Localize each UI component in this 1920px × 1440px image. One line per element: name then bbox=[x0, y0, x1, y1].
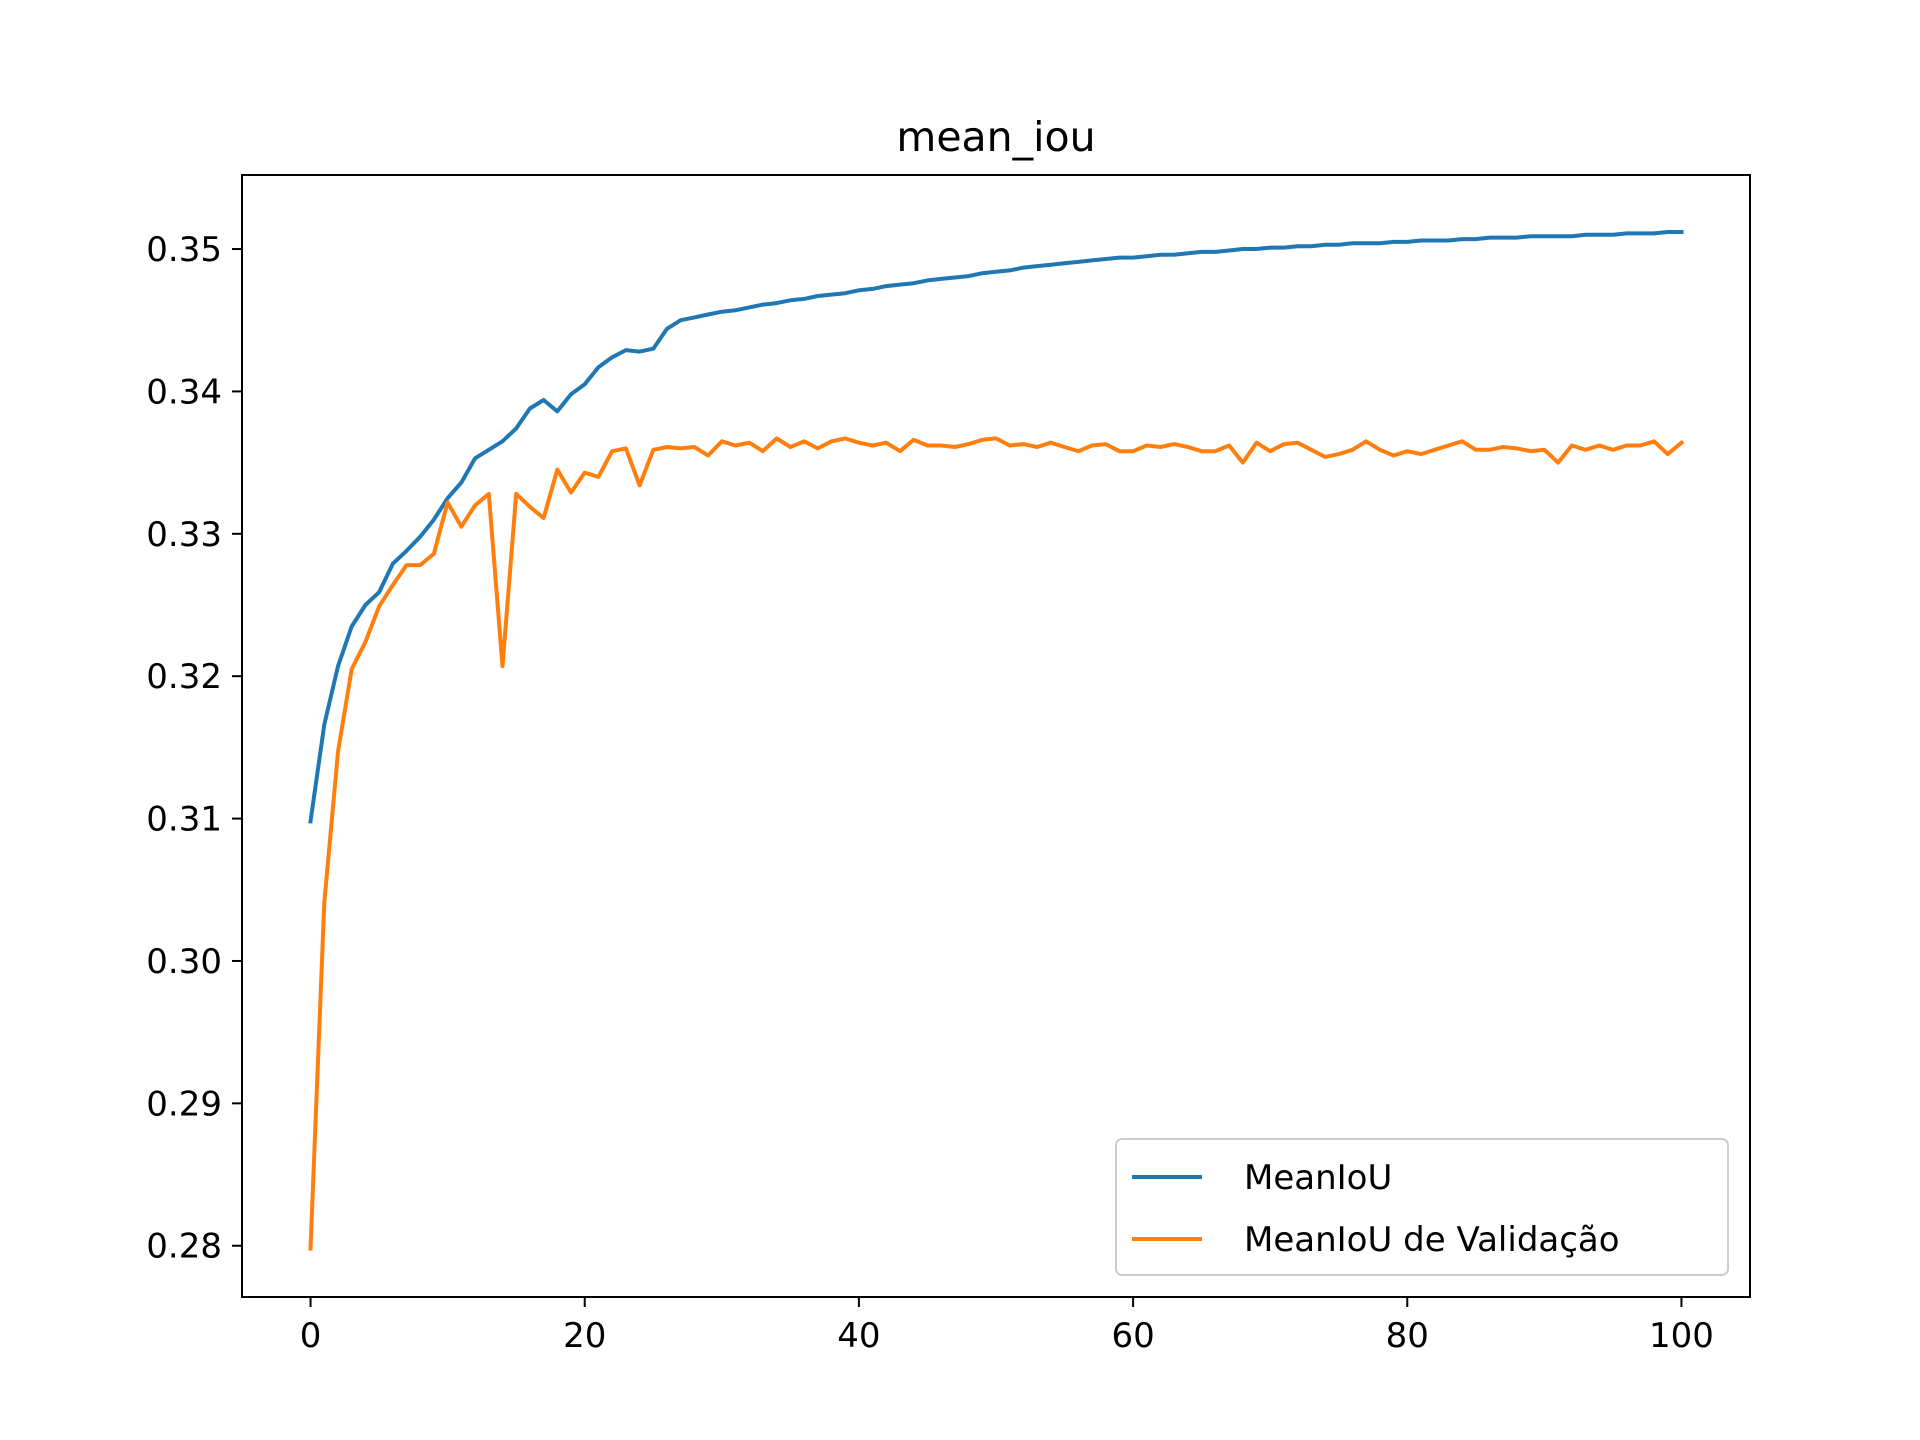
y-tick-label: 0.28 bbox=[146, 1227, 222, 1267]
y-tick-label: 0.33 bbox=[146, 515, 222, 555]
y-axis: 0.28 0.29 0.30 0.31 0.32 0.33 0.34 0.35 bbox=[146, 230, 242, 1267]
y-tick-label: 0.31 bbox=[146, 800, 222, 840]
series-line-0 bbox=[308, 230, 1684, 824]
x-axis: 0 20 40 60 80 100 bbox=[300, 1297, 1714, 1356]
y-tick-label: 0.32 bbox=[146, 657, 222, 697]
y-tick-label: 0.29 bbox=[146, 1084, 222, 1124]
x-tick-label: 60 bbox=[1111, 1316, 1154, 1356]
legend-label-0: MeanIoU bbox=[1244, 1158, 1392, 1198]
x-tick-label: 80 bbox=[1386, 1316, 1429, 1356]
x-tick-label: 0 bbox=[300, 1316, 322, 1356]
x-tick-label: 100 bbox=[1649, 1316, 1714, 1356]
plot-area bbox=[242, 175, 1750, 1297]
legend-box bbox=[1115, 1138, 1729, 1276]
series-layer bbox=[308, 230, 1685, 1251]
y-tick-label: 0.35 bbox=[146, 230, 222, 270]
legend-label-1: MeanIoU de Validação bbox=[1244, 1220, 1620, 1260]
legend: MeanIoU MeanIoU de Validação bbox=[1115, 1138, 1729, 1276]
series-line-1 bbox=[308, 436, 1685, 1251]
x-tick-label: 40 bbox=[837, 1316, 880, 1356]
plot-frame bbox=[241, 174, 1751, 1298]
y-tick-label: 0.34 bbox=[146, 372, 222, 412]
x-tick-label: 20 bbox=[563, 1316, 606, 1356]
y-tick-label: 0.30 bbox=[146, 942, 222, 982]
chart-title: mean_iou bbox=[896, 113, 1095, 161]
